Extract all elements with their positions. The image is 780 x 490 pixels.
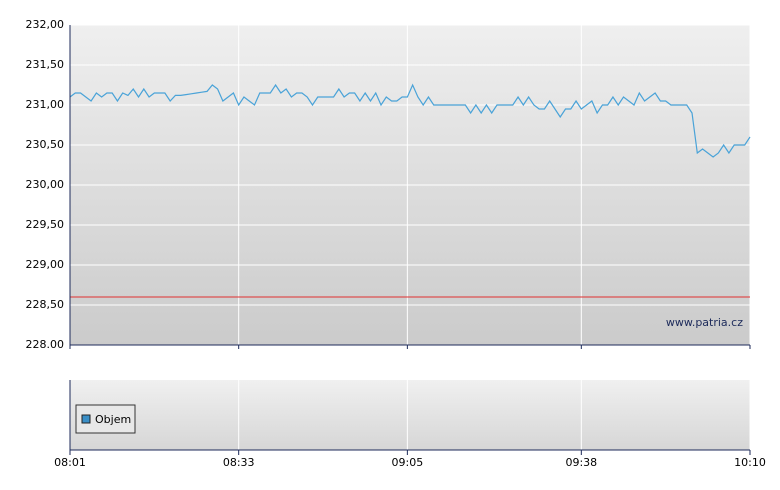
legend-swatch	[81, 414, 91, 424]
y-tick-label: 230,50	[26, 138, 65, 151]
y-tick-label: 229,00	[26, 258, 65, 271]
y-tick-label: 230,00	[26, 178, 65, 191]
y-tick-label: 228,50	[26, 298, 65, 311]
legend-label: Objem	[95, 413, 131, 426]
volume-area	[70, 380, 750, 450]
x-tick-label: 09:38	[565, 456, 597, 469]
y-tick-label: 231,00	[26, 98, 65, 111]
y-tick-label: 228.00	[26, 338, 65, 351]
y-tick-label: 232,00	[26, 18, 65, 31]
watermark: www.patria.cz	[666, 316, 743, 329]
y-tick-label: 229,50	[26, 218, 65, 231]
price-line	[69, 83, 751, 158]
x-tick-label: 09:05	[392, 456, 424, 469]
x-tick-label: 10:10	[734, 456, 766, 469]
x-tick-label: 08:33	[223, 456, 255, 469]
y-tick-label: 231,50	[26, 58, 65, 71]
x-tick-label: 08:01	[54, 456, 86, 469]
